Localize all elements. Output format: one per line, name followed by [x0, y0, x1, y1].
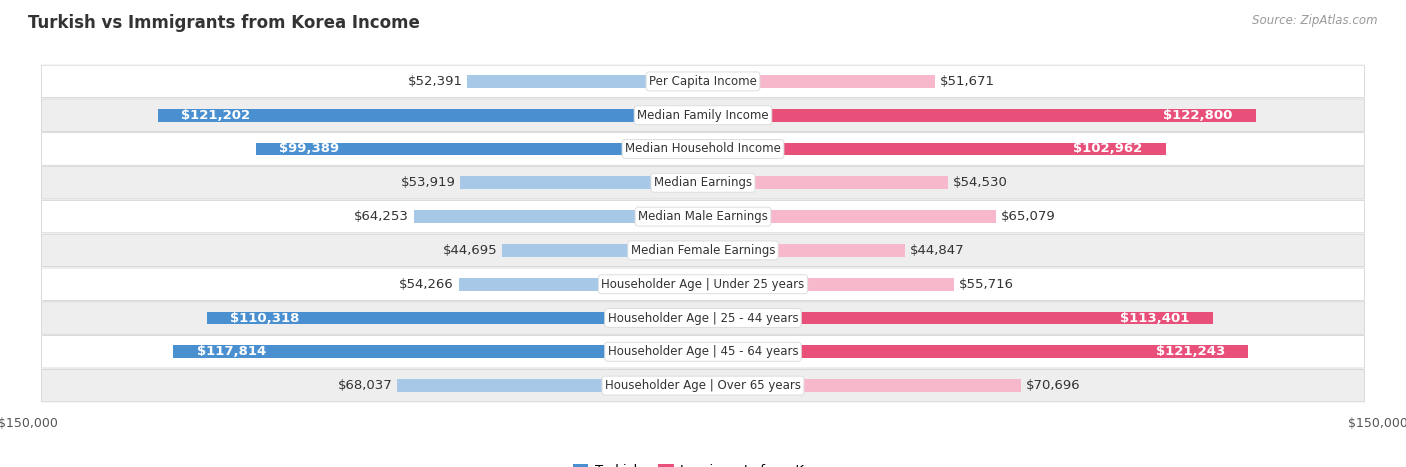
Bar: [396, 379, 703, 392]
Text: $65,079: $65,079: [1001, 210, 1056, 223]
Text: $121,202: $121,202: [181, 109, 250, 122]
Text: Householder Age | Over 65 years: Householder Age | Over 65 years: [605, 379, 801, 392]
FancyBboxPatch shape: [42, 234, 1364, 267]
Text: $102,962: $102,962: [1073, 142, 1143, 156]
Text: Median Male Earnings: Median Male Earnings: [638, 210, 768, 223]
Bar: [157, 109, 703, 121]
FancyBboxPatch shape: [42, 268, 1364, 300]
Text: $55,716: $55,716: [959, 278, 1014, 290]
Bar: [207, 311, 703, 325]
Text: Median Household Income: Median Household Income: [626, 142, 780, 156]
Bar: [703, 311, 1213, 325]
Text: $64,253: $64,253: [354, 210, 409, 223]
Text: $68,037: $68,037: [337, 379, 392, 392]
Text: Per Capita Income: Per Capita Income: [650, 75, 756, 88]
FancyBboxPatch shape: [42, 133, 1364, 165]
Bar: [458, 278, 703, 290]
Bar: [413, 210, 703, 223]
Text: Median Earnings: Median Earnings: [654, 177, 752, 189]
Text: $99,389: $99,389: [280, 142, 340, 156]
Bar: [173, 346, 703, 358]
Bar: [703, 210, 995, 223]
Text: $51,671: $51,671: [941, 75, 995, 88]
FancyBboxPatch shape: [42, 369, 1364, 402]
Legend: Turkish, Immigrants from Korea: Turkish, Immigrants from Korea: [567, 459, 839, 467]
Text: Median Female Earnings: Median Female Earnings: [631, 244, 775, 257]
FancyBboxPatch shape: [42, 336, 1364, 368]
Text: $122,800: $122,800: [1163, 109, 1232, 122]
Bar: [703, 75, 935, 88]
Bar: [703, 177, 948, 189]
Text: Source: ZipAtlas.com: Source: ZipAtlas.com: [1253, 14, 1378, 27]
Text: $53,919: $53,919: [401, 177, 456, 189]
FancyBboxPatch shape: [42, 200, 1364, 233]
FancyBboxPatch shape: [42, 65, 1364, 98]
Bar: [703, 109, 1256, 121]
Text: Turkish vs Immigrants from Korea Income: Turkish vs Immigrants from Korea Income: [28, 14, 420, 32]
Bar: [703, 142, 1166, 156]
FancyBboxPatch shape: [42, 99, 1364, 131]
Bar: [703, 379, 1021, 392]
Text: $110,318: $110,318: [231, 311, 299, 325]
Text: Householder Age | 25 - 44 years: Householder Age | 25 - 44 years: [607, 311, 799, 325]
Bar: [256, 142, 703, 156]
Text: $121,243: $121,243: [1156, 345, 1225, 358]
Text: $54,530: $54,530: [953, 177, 1008, 189]
Bar: [703, 278, 953, 290]
Text: $54,266: $54,266: [399, 278, 454, 290]
Bar: [703, 346, 1249, 358]
Bar: [460, 177, 703, 189]
Text: $117,814: $117,814: [197, 345, 266, 358]
Text: $113,401: $113,401: [1121, 311, 1189, 325]
Text: $44,847: $44,847: [910, 244, 965, 257]
Bar: [467, 75, 703, 88]
Text: Householder Age | 45 - 64 years: Householder Age | 45 - 64 years: [607, 345, 799, 358]
Text: $44,695: $44,695: [443, 244, 498, 257]
Text: $70,696: $70,696: [1026, 379, 1080, 392]
Text: Median Family Income: Median Family Income: [637, 109, 769, 122]
Text: $52,391: $52,391: [408, 75, 463, 88]
Bar: [703, 244, 905, 257]
Bar: [502, 244, 703, 257]
Text: Householder Age | Under 25 years: Householder Age | Under 25 years: [602, 278, 804, 290]
FancyBboxPatch shape: [42, 167, 1364, 199]
FancyBboxPatch shape: [42, 302, 1364, 334]
